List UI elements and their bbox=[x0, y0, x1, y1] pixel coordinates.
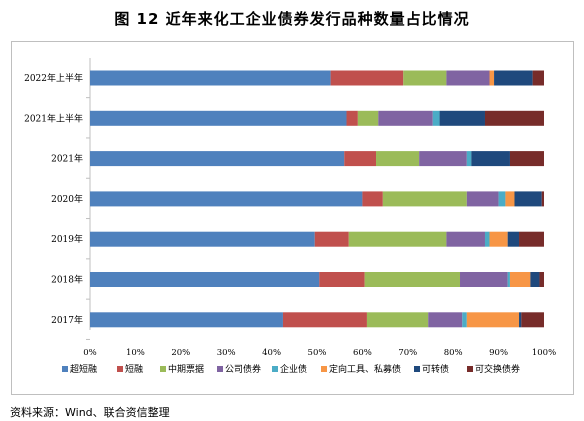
x-tick-label: 30% bbox=[217, 348, 236, 358]
bar-segment bbox=[428, 312, 463, 328]
bar-segment bbox=[484, 231, 490, 247]
y-tick-label: 2020年 bbox=[51, 193, 83, 205]
bar-segment bbox=[539, 272, 544, 287]
bar-segment bbox=[532, 70, 544, 86]
bar-segment bbox=[498, 191, 506, 207]
y-tick-label: 2017年 bbox=[51, 314, 83, 326]
bar-segment bbox=[346, 110, 358, 126]
x-tick-label: 90% bbox=[489, 348, 508, 358]
y-tick-label: 2018年 bbox=[51, 274, 83, 286]
x-tick-label: 40% bbox=[262, 348, 281, 358]
x-tick-label: 70% bbox=[398, 348, 417, 358]
bar-segment bbox=[364, 272, 461, 287]
bar-segment bbox=[471, 151, 510, 167]
bar-segment bbox=[344, 151, 377, 167]
bar-segment bbox=[376, 151, 420, 167]
legend-swatch bbox=[160, 366, 166, 372]
legend-label: 超短融 bbox=[70, 363, 97, 375]
bar-segment bbox=[378, 110, 433, 126]
legend-label: 公司债券 bbox=[225, 363, 261, 375]
bar-segment bbox=[466, 191, 499, 207]
legend-swatch bbox=[117, 366, 123, 372]
bar-segment bbox=[348, 231, 447, 247]
bar-segment bbox=[514, 191, 542, 207]
legend-swatch bbox=[62, 366, 68, 372]
bar-segment bbox=[419, 151, 467, 167]
x-tick-label: 0% bbox=[83, 348, 97, 358]
bar-segment bbox=[90, 312, 283, 328]
legend-label: 短融 bbox=[125, 363, 143, 375]
bar-segment bbox=[446, 70, 490, 86]
bar-segment bbox=[462, 312, 467, 328]
legend-label: 可转债 bbox=[422, 363, 449, 375]
chart-frame bbox=[11, 41, 574, 395]
bar-segment bbox=[366, 312, 429, 328]
x-tick-label: 10% bbox=[126, 348, 145, 358]
bar-segment bbox=[362, 191, 383, 207]
bar-segment bbox=[519, 312, 522, 328]
legend-swatch bbox=[467, 366, 473, 372]
bar-segment bbox=[509, 151, 544, 167]
x-tick-label: 80% bbox=[444, 348, 463, 358]
bar-segment bbox=[282, 312, 367, 328]
x-tick-label: 50% bbox=[308, 348, 327, 358]
x-tick-label: 60% bbox=[353, 348, 372, 358]
bar-segment bbox=[90, 231, 315, 247]
bar-segment bbox=[460, 272, 508, 287]
bar-segment bbox=[466, 312, 520, 328]
bar-segment bbox=[541, 191, 544, 207]
bar-segment bbox=[330, 70, 404, 86]
legend-label: 可交换债券 bbox=[475, 363, 520, 375]
bar-segment bbox=[509, 272, 531, 287]
bar-segment bbox=[489, 70, 495, 86]
bar-segment bbox=[90, 272, 320, 287]
chart-title: 图 12 近年来化工企业债券发行品种数量占比情况 bbox=[114, 10, 470, 28]
legend-swatch bbox=[414, 366, 420, 372]
bar-segment bbox=[314, 231, 349, 247]
bar-segment bbox=[530, 272, 540, 287]
x-tick-label: 100% bbox=[532, 348, 556, 358]
bar-segment bbox=[432, 110, 440, 126]
legend-swatch bbox=[321, 366, 327, 372]
bar-segment bbox=[489, 231, 508, 247]
bar-segment bbox=[403, 70, 447, 86]
bar-segment bbox=[507, 272, 510, 287]
source-note: 资料来源：Wind、联合资信整理 bbox=[10, 406, 170, 419]
bar-segment bbox=[90, 70, 331, 86]
bar-segment bbox=[505, 191, 515, 207]
bar-segment bbox=[494, 70, 533, 86]
bar-segment bbox=[507, 231, 520, 247]
legend-swatch bbox=[217, 366, 223, 372]
y-tick-label: 2021年 bbox=[51, 153, 83, 165]
bar-segment bbox=[90, 110, 347, 126]
bar-segment bbox=[90, 151, 345, 167]
bar-segment bbox=[466, 151, 472, 167]
bar-segment bbox=[357, 110, 379, 126]
y-tick-label: 2019年 bbox=[51, 233, 83, 245]
x-tick-label: 20% bbox=[171, 348, 190, 358]
legend-swatch bbox=[272, 366, 278, 372]
bar-segment bbox=[484, 110, 544, 126]
bar-segment bbox=[519, 231, 544, 247]
y-tick-label: 2022年上半年 bbox=[24, 72, 83, 84]
legend-label: 中期票据 bbox=[168, 363, 204, 375]
bar-segment bbox=[521, 312, 544, 328]
y-tick-label: 2021年上半年 bbox=[24, 112, 83, 124]
bar-segment bbox=[439, 110, 485, 126]
legend-label: 定向工具、私募债 bbox=[329, 363, 401, 375]
bar-segment bbox=[446, 231, 485, 247]
legend-label: 企业债 bbox=[280, 363, 307, 375]
bar-segment bbox=[319, 272, 365, 287]
bar-segment bbox=[382, 191, 467, 207]
bar-segment bbox=[90, 191, 363, 207]
